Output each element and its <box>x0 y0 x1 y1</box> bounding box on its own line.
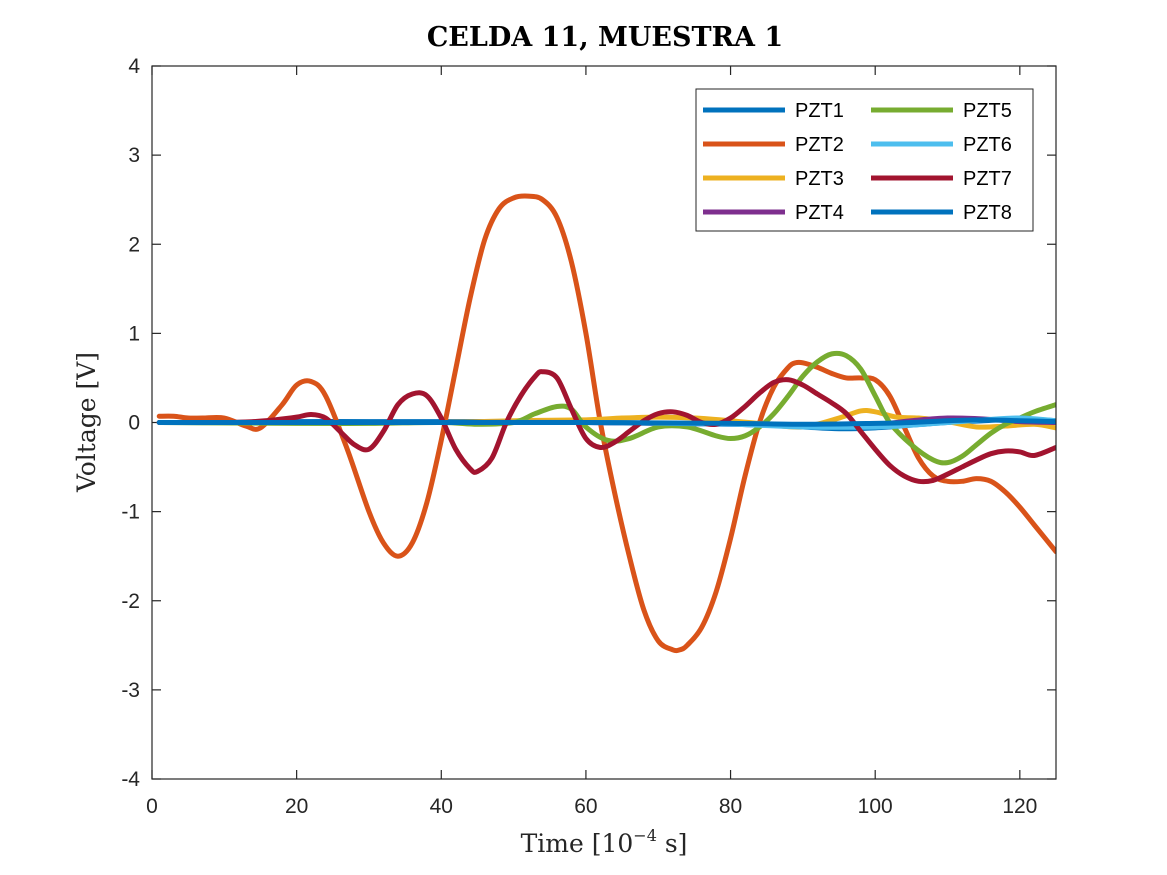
y-tick-label: 1 <box>128 322 140 345</box>
x-tick-label: 100 <box>858 795 893 818</box>
x-tick-label: 120 <box>1002 795 1037 818</box>
x-tick-label: 0 <box>146 795 158 818</box>
x-tick-label: 80 <box>719 795 742 818</box>
legend-label-pzt6: PZT6 <box>963 134 1012 156</box>
legend-label-pzt4: PZT4 <box>795 202 844 224</box>
legend-box <box>695 88 1034 232</box>
x-axis-label-exponent: −4 <box>633 826 657 845</box>
legend-label-pzt1: PZT1 <box>795 100 844 122</box>
x-tick-label: 60 <box>574 795 597 818</box>
x-tick-label: 40 <box>430 795 453 818</box>
legend-label-pzt7: PZT7 <box>963 168 1012 190</box>
legend-label-pzt2: PZT2 <box>795 134 844 156</box>
legend-label-pzt8: PZT8 <box>963 202 1012 224</box>
legend-label-pzt3: PZT3 <box>795 168 844 190</box>
y-tick-label: 3 <box>128 144 140 167</box>
y-tick-label: 4 <box>128 55 140 78</box>
y-tick-label: -2 <box>121 590 140 613</box>
x-tick-label: 20 <box>285 795 308 818</box>
chart-title: CELDA 11, MUESTRA 1 <box>427 22 783 53</box>
y-tick-label: 0 <box>128 412 140 435</box>
series-line-pzt7 <box>156 369 1056 485</box>
series-line-pzt5 <box>156 350 1056 466</box>
x-axis-label-unit: s] <box>657 829 688 858</box>
y-tick-label: 2 <box>128 233 140 256</box>
series-lines <box>156 193 1056 654</box>
x-axis-label-main: Time [10 <box>521 829 634 858</box>
y-tick-label: -1 <box>121 501 140 524</box>
y-tick-label: -3 <box>121 679 140 702</box>
y-tick-label: -4 <box>121 768 140 791</box>
axes-box <box>151 65 1057 780</box>
legend: PZT1 PZT2 PZT3 PZT4 PZT5 PZT6 PZT7 PZT8 <box>695 88 1034 232</box>
y-axis-label: Voltage [V] <box>72 352 101 493</box>
x-axis-label: Time [10−4 s] <box>521 826 688 858</box>
legend-label-pzt5: PZT5 <box>963 100 1012 122</box>
axis-ticks: 0 20 40 60 80 100 120 -4 -3 -2 -1 0 1 2 3 4 <box>121 55 1056 818</box>
series-line-pzt8 <box>156 417 1056 427</box>
